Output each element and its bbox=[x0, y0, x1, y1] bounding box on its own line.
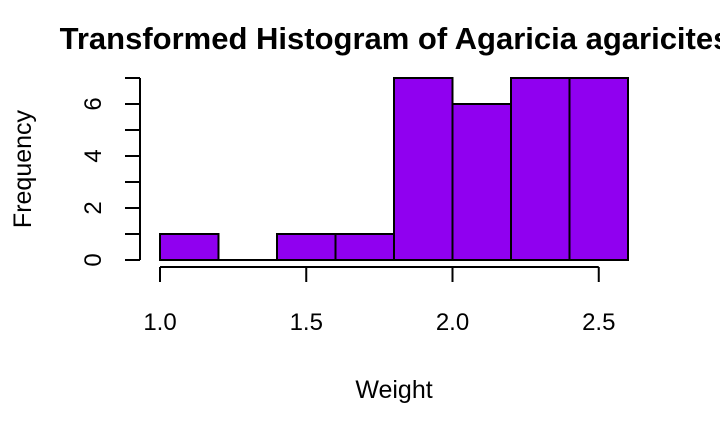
x-tick-label: 1.5 bbox=[290, 309, 323, 336]
y-axis-label: Frequency bbox=[9, 109, 37, 228]
chart-title: Transformed Histogram of Agaricia agaric… bbox=[60, 21, 720, 56]
bars bbox=[159, 77, 629, 261]
y-tick-label: 2 bbox=[80, 201, 107, 214]
histogram-bar-3 bbox=[334, 233, 395, 261]
histogram-bar-0 bbox=[159, 233, 220, 261]
y-tick-label: 0 bbox=[80, 253, 107, 266]
histogram-bar-7 bbox=[568, 77, 629, 261]
histogram-bar-6 bbox=[510, 77, 571, 261]
histogram-bar-4 bbox=[393, 77, 454, 261]
histogram-bar-5 bbox=[451, 103, 512, 261]
x-tick-label: 1.0 bbox=[143, 309, 176, 336]
y-tick-label: 4 bbox=[80, 149, 107, 162]
x-tick-label: 2.0 bbox=[436, 309, 469, 336]
x-axis: 1.0 1.5 2.0 2.5 bbox=[143, 266, 615, 336]
histogram-bar-2 bbox=[276, 233, 337, 261]
x-axis-label: Weight bbox=[355, 376, 432, 404]
x-tick-label: 2.5 bbox=[582, 309, 615, 336]
y-axis: 0 2 4 6 bbox=[80, 77, 141, 267]
y-tick-label: 6 bbox=[80, 97, 107, 110]
